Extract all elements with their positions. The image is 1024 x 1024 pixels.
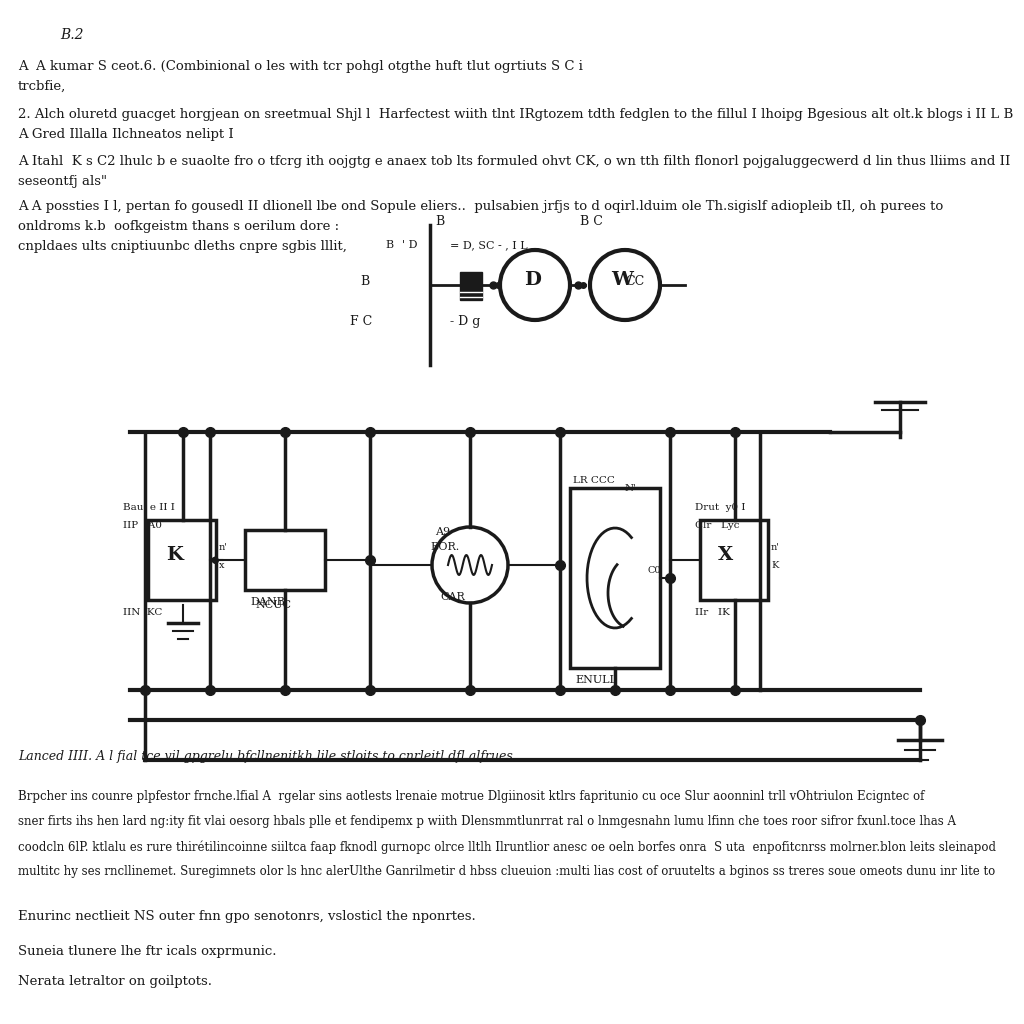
Text: C0: C0 xyxy=(648,566,662,575)
Text: Drut  y0 I: Drut y0 I xyxy=(695,503,745,512)
Text: 2. Alch oluretd guacget horgjean on sreetmual Shjl l  Harfectest wiith tlnt IRgt: 2. Alch oluretd guacget horgjean on sree… xyxy=(18,108,1014,121)
Text: = D, SC - , I L: = D, SC - , I L xyxy=(450,240,527,250)
Text: Bau  e II I: Bau e II I xyxy=(123,503,175,512)
Text: ENULL: ENULL xyxy=(575,675,616,685)
Text: A Itahl  K s C2 lhulc b e suaolte fro o tfcrg ith oojgtg e anaex tob lts formule: A Itahl K s C2 lhulc b e suaolte fro o t… xyxy=(18,155,1011,168)
Text: B: B xyxy=(435,215,444,228)
Text: seseontfj als": seseontfj als" xyxy=(18,175,106,188)
Text: A Gred Illalla Ilchneatos nelipt I: A Gred Illalla Ilchneatos nelipt I xyxy=(18,128,233,141)
Text: X: X xyxy=(718,546,733,564)
Text: B: B xyxy=(385,240,393,250)
Text: trcbfie,: trcbfie, xyxy=(18,80,67,93)
Text: CAR: CAR xyxy=(440,592,465,602)
Text: Lanced IIII. A l fial tce vil.gpgrelu bfcllnenitkh lile stloits to cnrleitl dfl : Lanced IIII. A l fial tce vil.gpgrelu bf… xyxy=(18,750,517,763)
Text: coodcln 6lP. ktlalu es rure thirétilincoinne siiltca faap fknodl gurnopc olrce l: coodcln 6lP. ktlalu es rure thirétilinco… xyxy=(18,840,996,853)
Text: B C: B C xyxy=(580,215,603,228)
Text: Enurinc nectlieit NS outer fnn gpo senotonrs, vslosticl the nponrtes.: Enurinc nectlieit NS outer fnn gpo senot… xyxy=(18,910,476,923)
Text: ' D: ' D xyxy=(402,240,418,250)
Text: W: W xyxy=(611,271,633,289)
Text: A A possties I l, pertan fo gousedl II dlionell lbe ond Sopule eliers..  pulsabi: A A possties I l, pertan fo gousedl II d… xyxy=(18,200,943,213)
Text: LR CCC: LR CCC xyxy=(573,476,614,485)
Text: IIP   A0: IIP A0 xyxy=(123,521,162,530)
Text: A9: A9 xyxy=(435,527,451,537)
Text: Brpcher ins counre plpfestor frnche.lfial A  rgelar sins aotlests lrenaie motrue: Brpcher ins counre plpfestor frnche.lfia… xyxy=(18,790,925,803)
Text: sner firts ihs hen lard ng:ity fit vlai oesorg hbals plle et fendipemx p wiith D: sner firts ihs hen lard ng:ity fit vlai … xyxy=(18,815,956,828)
Text: F C: F C xyxy=(350,315,373,328)
Text: - D g: - D g xyxy=(450,315,480,328)
Text: n': n' xyxy=(219,543,228,552)
Text: cnpldaes ults cniptiuunbc dleths cnpre sgbis lllit,: cnpldaes ults cniptiuunbc dleths cnpre s… xyxy=(18,240,347,253)
Bar xyxy=(460,272,482,300)
Text: K: K xyxy=(771,561,778,570)
Bar xyxy=(700,520,768,600)
Text: K: K xyxy=(166,546,183,564)
Text: B: B xyxy=(360,275,370,288)
Text: n': n' xyxy=(771,543,780,552)
Text: Nerata letraltor on goilptots.: Nerata letraltor on goilptots. xyxy=(18,975,212,988)
Text: DANB: DANB xyxy=(250,597,285,607)
Text: BOR.: BOR. xyxy=(430,542,459,552)
Bar xyxy=(570,488,660,668)
Text: x: x xyxy=(219,561,224,570)
Text: NCUC: NCUC xyxy=(255,600,291,610)
Bar xyxy=(148,520,216,600)
Bar xyxy=(245,530,325,590)
Text: IIr   IK: IIr IK xyxy=(695,608,730,617)
Text: Suneia tlunere lhe ftr icals oxprmunic.: Suneia tlunere lhe ftr icals oxprmunic. xyxy=(18,945,276,958)
Text: A  A kumar S ceot.6. (Combinional o les with tcr pohgl otgthe huft tlut ogrtiuts: A A kumar S ceot.6. (Combinional o les w… xyxy=(18,60,583,73)
Text: B.2: B.2 xyxy=(60,28,84,42)
Text: CC: CC xyxy=(625,275,644,288)
Text: D: D xyxy=(524,271,541,289)
Text: IIN  KC: IIN KC xyxy=(123,608,163,617)
Text: multitc hy ses rncllinemet. Suregimnets olor ls hnc alerUlthe Ganrilmetir d hbss: multitc hy ses rncllinemet. Suregimnets … xyxy=(18,865,995,878)
Text: Clr   Lyc: Clr Lyc xyxy=(695,521,739,530)
Text: onldroms k.b  oofkgeistm thans s oerilum dore :: onldroms k.b oofkgeistm thans s oerilum … xyxy=(18,220,339,233)
Text: N': N' xyxy=(625,484,637,493)
